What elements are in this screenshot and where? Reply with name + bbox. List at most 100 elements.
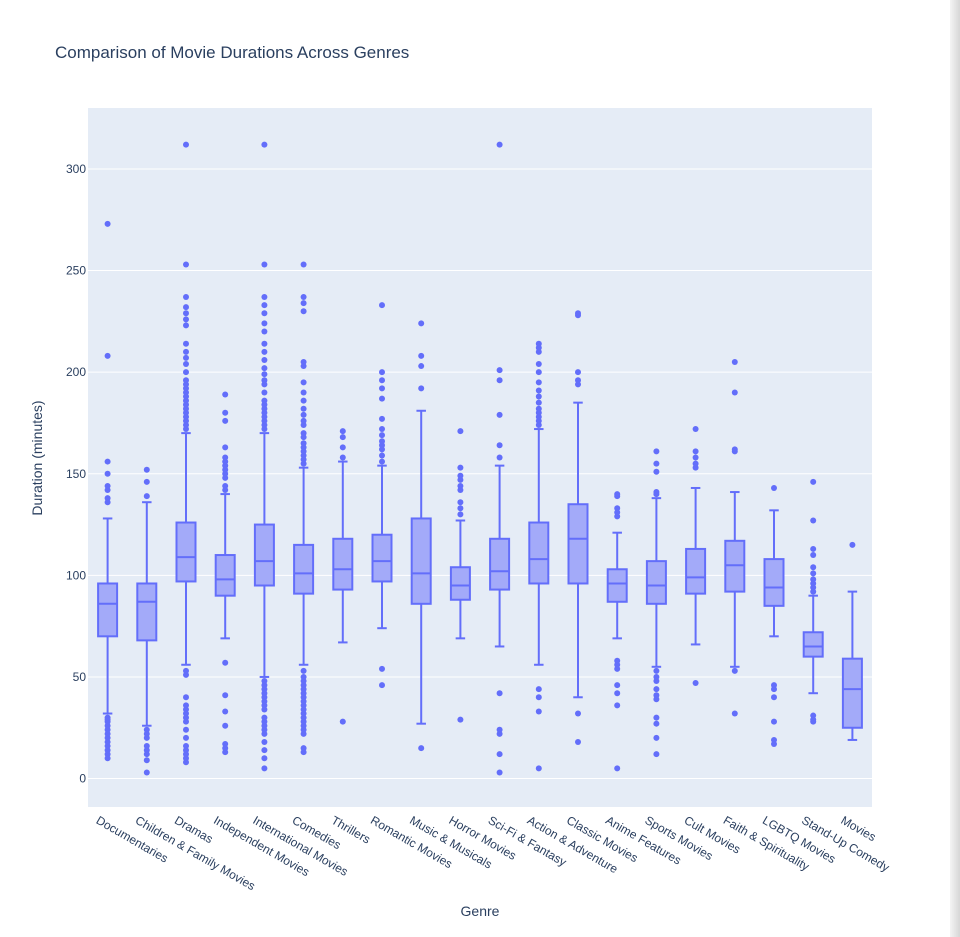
outlier-point [653,673,660,680]
outlier-point [183,141,189,148]
box-18[interactable] [802,478,824,725]
outlier-point [614,690,621,697]
outlier-point [379,377,385,384]
box-13[interactable] [606,491,628,772]
outlier-point [222,391,229,398]
outlier-point [183,354,189,361]
outlier-point [339,428,346,435]
outlier-point [222,741,229,748]
outlier-point [575,710,581,717]
outlier-point [300,389,307,396]
outlier-point [222,482,229,489]
outlier-point [771,736,777,743]
box-11[interactable] [528,340,550,772]
outlier-point [535,399,542,406]
outlier-point [731,389,738,396]
outlier-point [261,371,268,378]
outlier-point [535,708,542,715]
y-tick-label: 200 [66,365,86,379]
outlier-point [849,541,856,548]
outlier-point [261,320,268,327]
outlier-point [653,448,660,455]
outlier-point [104,470,111,477]
outlier-point [339,718,346,725]
box-15[interactable] [685,426,707,687]
outlier-point [261,714,268,721]
box-iqr [371,533,393,583]
box-9[interactable] [449,428,471,723]
outlier-point [183,377,189,384]
outlier-point [653,686,660,693]
outlier-point [261,141,268,148]
box-4[interactable] [253,141,275,772]
outlier-point [143,493,150,500]
outlier-point [300,673,307,680]
box-17[interactable] [763,484,785,748]
outlier-point [535,369,542,376]
x-axis-title: Genre [461,903,500,919]
outlier-point [183,702,189,709]
outlier-point [183,322,189,329]
outlier-point [379,665,385,672]
box-iqr [136,582,158,642]
box-iqr [489,537,511,591]
box-3[interactable] [214,391,236,756]
outlier-point [183,304,189,311]
box-0[interactable] [97,220,119,762]
outlier-point [771,484,777,491]
outlier-point [457,428,464,435]
outlier-point [300,379,307,386]
outlier-point [261,678,268,685]
outlier-point [143,743,150,750]
outlier-point [496,442,503,449]
box-1[interactable] [136,466,158,776]
box-7[interactable] [371,302,393,689]
outlier-point [261,340,268,347]
outlier-point [810,564,817,571]
box-5[interactable] [293,261,315,756]
outlier-point [692,426,699,433]
y-tick-labels: 0 50 100 150 200 250 300 [66,162,86,786]
outlier-point [692,460,699,467]
box-2[interactable] [175,141,197,766]
outlier-point [261,377,268,384]
outlier-point [222,659,229,666]
outlier-point [222,722,229,729]
outlier-point [379,369,385,376]
box-6[interactable] [332,428,354,725]
outlier-point [614,702,621,709]
box-19[interactable] [841,541,863,741]
outlier-point [261,261,268,268]
y-tick-label: 250 [66,264,86,278]
outlier-point [143,466,150,473]
box-10[interactable] [489,141,511,776]
outlier-point [575,738,581,745]
outlier-point [300,293,307,300]
outlier-point [183,734,189,741]
outlier-point [614,505,621,512]
outlier-point [183,667,189,674]
outlier-point [810,552,817,559]
box-series[interactable] [97,141,863,776]
outlier-point [535,393,542,400]
outlier-point [300,397,307,404]
outlier-point [535,405,542,412]
box-iqr [841,657,863,729]
box-14[interactable] [645,448,667,758]
outlier-point [104,352,111,359]
box-12[interactable] [567,310,589,745]
outlier-point [771,694,777,701]
outlier-point [379,302,385,309]
window-scrollbar[interactable] [950,0,960,937]
box-16[interactable] [724,358,746,717]
outlier-point [183,310,189,317]
outlier-point [731,446,738,453]
outlier-point [339,454,346,461]
outlier-point [222,692,229,699]
box-8[interactable] [410,320,432,752]
outlier-point [496,411,503,418]
outlier-point [653,734,660,741]
outlier-point [575,310,581,317]
outlier-point [300,411,307,418]
